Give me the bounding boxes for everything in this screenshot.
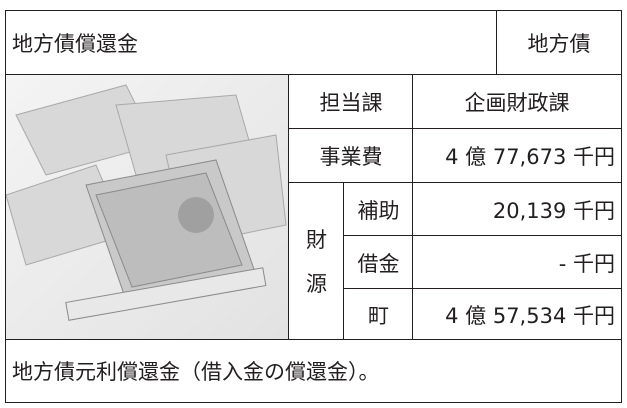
label-cell: 担当課 (288, 74, 414, 130)
description-cell: 地方債元利償還金（借入金の償還金）。 (5, 339, 622, 403)
description: 地方債元利償還金（借入金の償還金）。 (12, 360, 380, 384)
funding-label-cell: 財源 (288, 182, 345, 341)
title-cell: 地方債償還金 (5, 10, 498, 76)
label-cell: 町 (343, 288, 414, 341)
cost-value: 4 億 77,673 千円 (445, 145, 615, 169)
value-cell: 4 億 77,673 千円 (412, 128, 622, 184)
label-cell: 事業費 (288, 128, 414, 184)
funding-item-value: - 千円 (558, 251, 615, 276)
title: 地方債償還金 (12, 32, 138, 56)
category: 地方債 (527, 32, 591, 56)
value-cell: - 千円 (412, 235, 622, 290)
photo-cell (5, 74, 290, 341)
label-cell: 借金 (343, 235, 414, 290)
funding-label: 財源 (306, 227, 327, 296)
value-cell: 4 億 57,534 千円 (412, 288, 622, 341)
cost-label: 事業費 (319, 145, 383, 169)
value-cell: 20,139 千円 (412, 182, 622, 237)
label-cell: 補助 (343, 182, 414, 237)
funding-item-value: 4 億 57,534 千円 (445, 303, 615, 328)
funding-item-label: 町 (368, 303, 389, 328)
photo (6, 75, 288, 339)
department-label: 担当課 (319, 91, 383, 115)
funding-item-label: 補助 (357, 198, 400, 223)
funding-item-value: 20,139 千円 (492, 198, 615, 223)
funding-item-label: 借金 (357, 251, 400, 276)
value-cell: 企画財政課 (412, 74, 622, 130)
department-value: 企画財政課 (464, 91, 570, 115)
category-cell: 地方債 (496, 10, 622, 76)
